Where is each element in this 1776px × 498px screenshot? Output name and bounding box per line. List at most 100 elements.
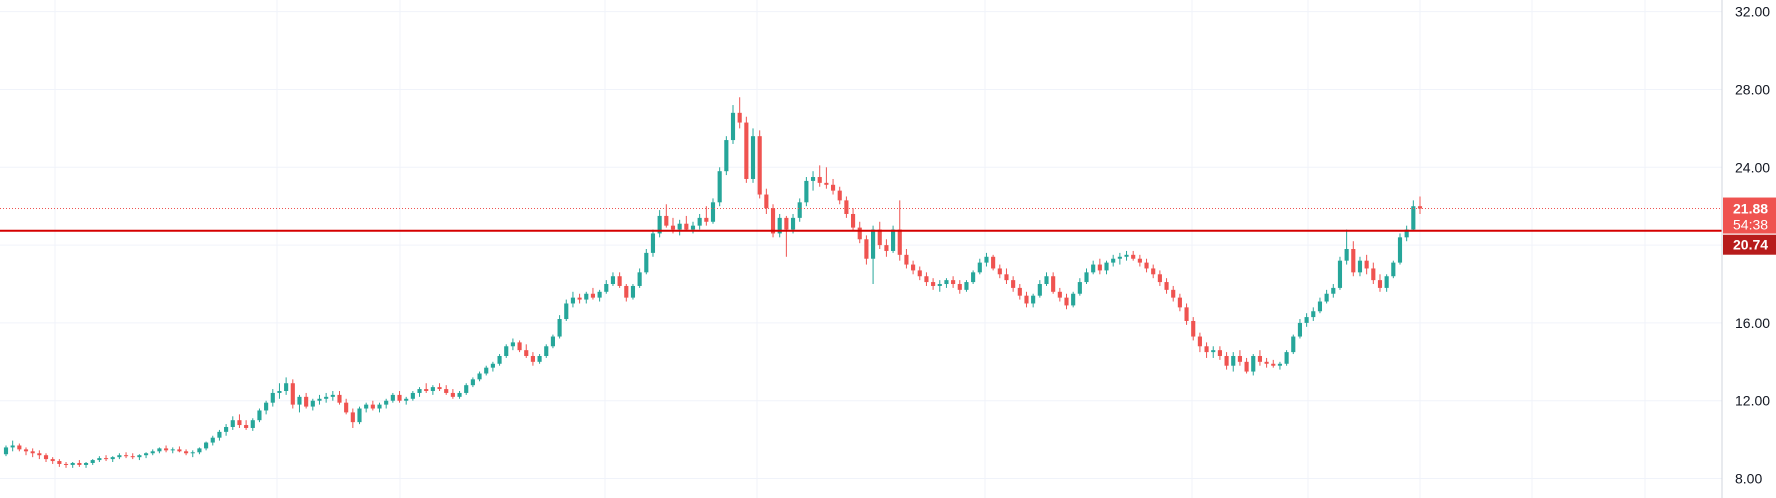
candle-body — [390, 394, 395, 401]
candle-body — [1291, 336, 1296, 353]
candle — [797, 198, 802, 222]
candle-body — [937, 284, 942, 286]
candle — [570, 291, 576, 308]
candle-body — [1231, 355, 1236, 366]
candle-body — [344, 402, 349, 413]
candle-body — [584, 293, 589, 300]
candle-body — [777, 217, 782, 234]
candle-body — [350, 412, 355, 423]
candle — [717, 167, 722, 207]
candle — [477, 371, 482, 382]
candle — [1171, 285, 1176, 302]
candle-body — [1331, 287, 1336, 294]
candle — [1211, 346, 1216, 358]
candle-body — [1344, 249, 1349, 261]
candle — [117, 453, 122, 460]
candle-body — [744, 122, 749, 179]
candle — [991, 254, 996, 271]
candle-body — [944, 280, 949, 285]
candle — [103, 455, 109, 462]
candle-body — [1364, 260, 1369, 269]
candle-body — [337, 394, 342, 403]
candle-body — [63, 463, 69, 465]
candle — [770, 204, 776, 238]
candle — [90, 459, 95, 465]
candle-body — [810, 177, 816, 181]
candle-body — [324, 396, 329, 399]
candle-body — [891, 229, 896, 251]
candle — [1144, 258, 1149, 273]
candle-body — [530, 355, 535, 362]
candle-body — [37, 453, 42, 456]
candle — [230, 416, 235, 430]
candle-body — [397, 394, 402, 401]
candle-body — [697, 217, 702, 226]
candle — [1091, 260, 1096, 275]
candle-body — [284, 383, 289, 392]
candle — [284, 377, 289, 395]
candle-body — [97, 458, 102, 461]
candle-body — [1064, 297, 1069, 306]
y-tick-label: 16.00 — [1735, 315, 1770, 331]
candle-body — [1084, 272, 1089, 283]
candle — [304, 392, 309, 409]
candle-body — [1051, 276, 1056, 292]
candle — [1097, 258, 1102, 275]
candle — [70, 462, 75, 468]
candle-body — [964, 282, 969, 290]
candle-body — [1277, 363, 1283, 366]
candle-body — [90, 460, 95, 463]
candle-body — [1391, 262, 1396, 277]
candle-body — [184, 451, 189, 454]
candle-body — [1097, 264, 1102, 271]
candle-body — [417, 389, 422, 393]
candle-body — [1271, 363, 1276, 366]
candle-body — [864, 239, 869, 259]
candle — [1064, 293, 1069, 310]
candle-body — [130, 456, 135, 458]
candle — [1077, 278, 1082, 296]
candle — [911, 260, 916, 275]
candle — [517, 340, 522, 353]
candle — [844, 196, 849, 218]
candle — [110, 456, 115, 463]
candle — [850, 208, 856, 232]
candle-body — [497, 355, 502, 364]
candle — [1317, 297, 1323, 314]
y-tick-label: 28.00 — [1735, 81, 1770, 97]
candle-body — [430, 387, 435, 392]
candle-body — [857, 227, 862, 240]
candle-body — [1091, 264, 1096, 273]
candle-body — [357, 408, 362, 423]
candle — [884, 239, 889, 257]
candle-body — [437, 387, 442, 390]
candle — [1311, 307, 1316, 321]
candle — [1291, 334, 1296, 355]
candle — [1251, 354, 1256, 376]
candle-body — [317, 398, 322, 401]
candle — [1384, 274, 1389, 292]
candle — [864, 235, 869, 265]
candle — [1304, 313, 1309, 327]
candle-body — [1137, 258, 1142, 263]
candle — [830, 178, 836, 195]
candle — [237, 414, 242, 428]
candle-body — [504, 346, 509, 356]
candle — [450, 389, 455, 399]
candle-body — [377, 404, 382, 409]
candle — [210, 435, 215, 446]
candle — [1364, 254, 1369, 275]
candle — [957, 280, 962, 294]
candle — [130, 453, 135, 460]
candle — [370, 400, 375, 411]
candle-body — [917, 270, 922, 277]
candle-body — [23, 449, 29, 452]
candle-body — [544, 346, 549, 356]
candle-body — [991, 256, 996, 269]
candle — [177, 446, 182, 453]
candle-body — [717, 171, 722, 203]
candle-body — [604, 284, 609, 292]
candle-body — [637, 272, 642, 286]
